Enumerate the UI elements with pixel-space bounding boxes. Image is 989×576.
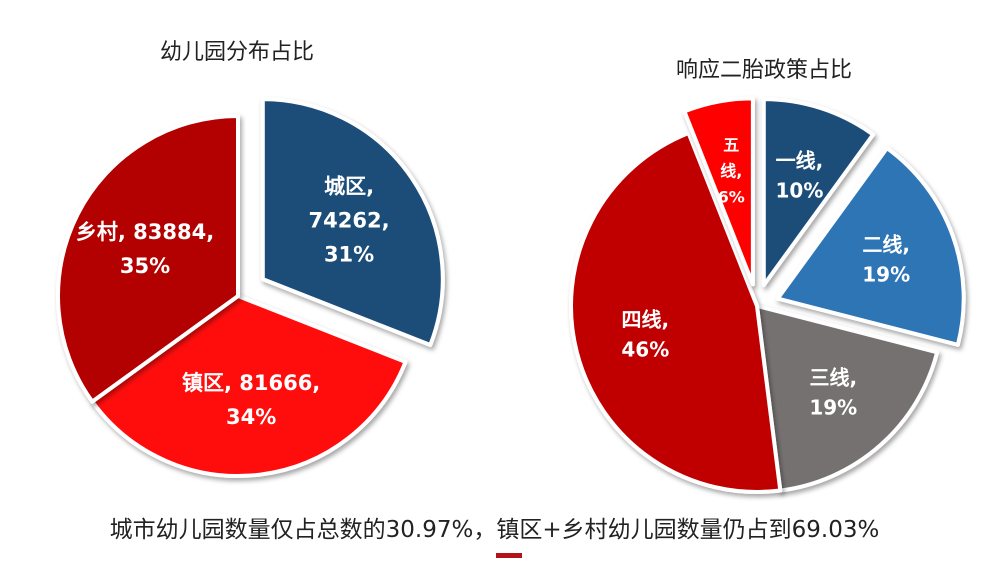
slice-label-五线: 五线, 6% — [718, 136, 745, 207]
slice-label-乡村: 乡村, 83884, 35% — [76, 220, 214, 278]
caption-text: 城市幼儿园数量仅占总数的30.97%，镇区+乡村幼儿园数量仍占到69.03% — [109, 517, 880, 543]
slice-label-四线: 四线, 46% — [621, 308, 669, 362]
slice-label-一线: 一线, 10% — [775, 148, 823, 202]
slice-label-镇区: 镇区, 81666, 34% — [182, 371, 320, 429]
pie-slice-五线 — [682, 96, 755, 287]
caption-accent-bar — [496, 553, 522, 558]
pie-slice-乡村 — [56, 114, 240, 404]
pie-chart-left: 城区, 74262, 31% 镇区, 81666, 34% 乡村, 83884, 35% — [56, 97, 445, 478]
pie-chart-right: 一线, 10% 二线, 19% 三线, 19% 四线, 46% 五线, 6% — [569, 96, 966, 494]
pie-slice-四线 — [569, 131, 783, 494]
left-chart-title: 幼儿园分布占比 — [160, 40, 315, 65]
slice-label-二线: 二线, 19% — [862, 232, 910, 286]
slice-label-三线: 三线, 19% — [809, 366, 857, 420]
pie-slice-一线 — [761, 97, 876, 288]
pie-slice-二线 — [775, 146, 966, 347]
pie-slice-三线 — [755, 304, 940, 493]
pie-slice-城区 — [260, 97, 445, 348]
right-chart-title: 响应二胎政策占比 — [676, 58, 853, 83]
slice-label-城区: 城区, 74262, 31% — [309, 175, 390, 267]
pie-slice-镇区 — [90, 294, 408, 478]
pie-charts: 城区, 74262, 31% 镇区, 81666, 34% 乡村, 83884, 35% 一线… — [56, 96, 966, 494]
